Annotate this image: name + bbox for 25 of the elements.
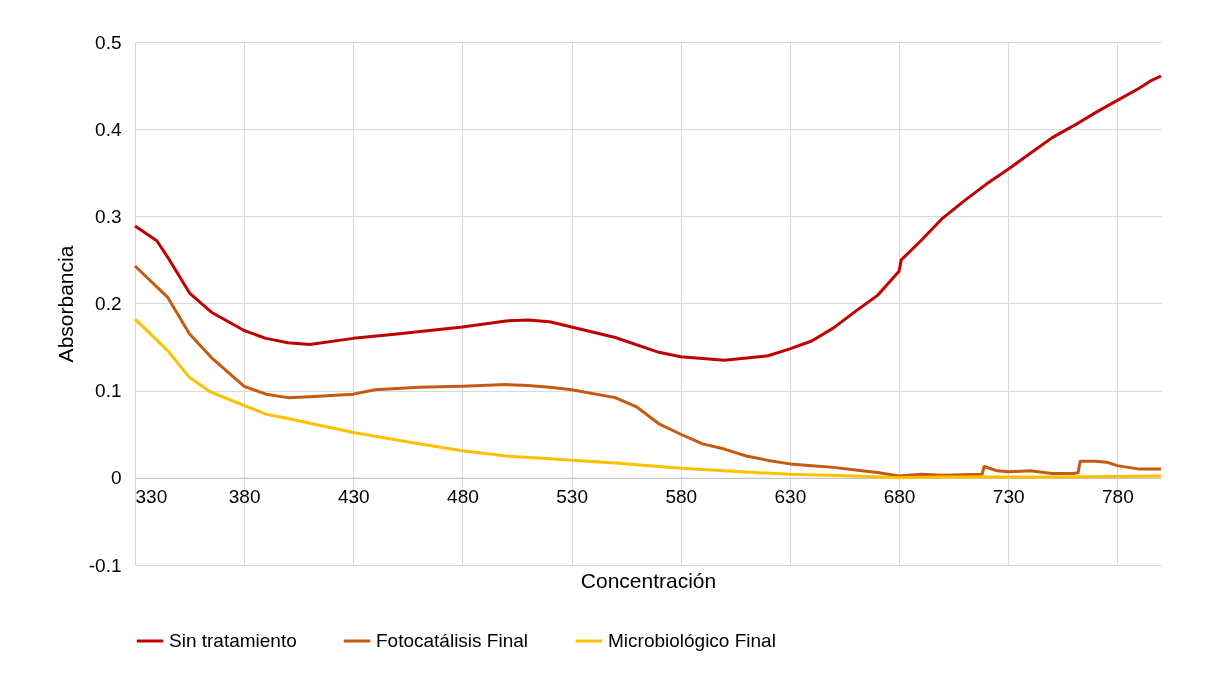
x-tick-label: 380 (228, 486, 261, 508)
y-tick-label: 0.4 (95, 118, 122, 140)
x-tick-label: 430 (337, 486, 370, 508)
y-tick-label: 0.5 (95, 31, 122, 53)
legend-label: Microbiológico Final (608, 630, 776, 651)
y-tick-label: 0 (110, 467, 122, 489)
x-tick-label: 780 (1101, 486, 1134, 508)
x-axis-title: Concentración (580, 568, 717, 592)
legend-label: Fotocatálisis Final (376, 630, 529, 651)
x-tick-label: 680 (883, 486, 916, 508)
x-tick-label: 530 (556, 486, 588, 508)
line-series (133, 264, 1163, 478)
y-tick-label: 0.1 (95, 380, 122, 402)
x-tick-label: 630 (774, 486, 807, 508)
x-tick-label: 480 (447, 486, 479, 508)
x-tick-label: 580 (665, 486, 698, 508)
y-tick-label: -0.1 (88, 554, 122, 576)
line-series (133, 317, 1163, 480)
x-tick-label: 330 (135, 486, 168, 508)
y-axis-title: Absorbancia (53, 245, 77, 363)
y-tick-label: 0.2 (95, 293, 122, 314)
legend-label: Sin tratamiento (169, 630, 297, 651)
x-tick-label: 730 (992, 486, 1025, 508)
line-series (133, 74, 1163, 362)
y-tick-label: 0.3 (95, 205, 122, 227)
